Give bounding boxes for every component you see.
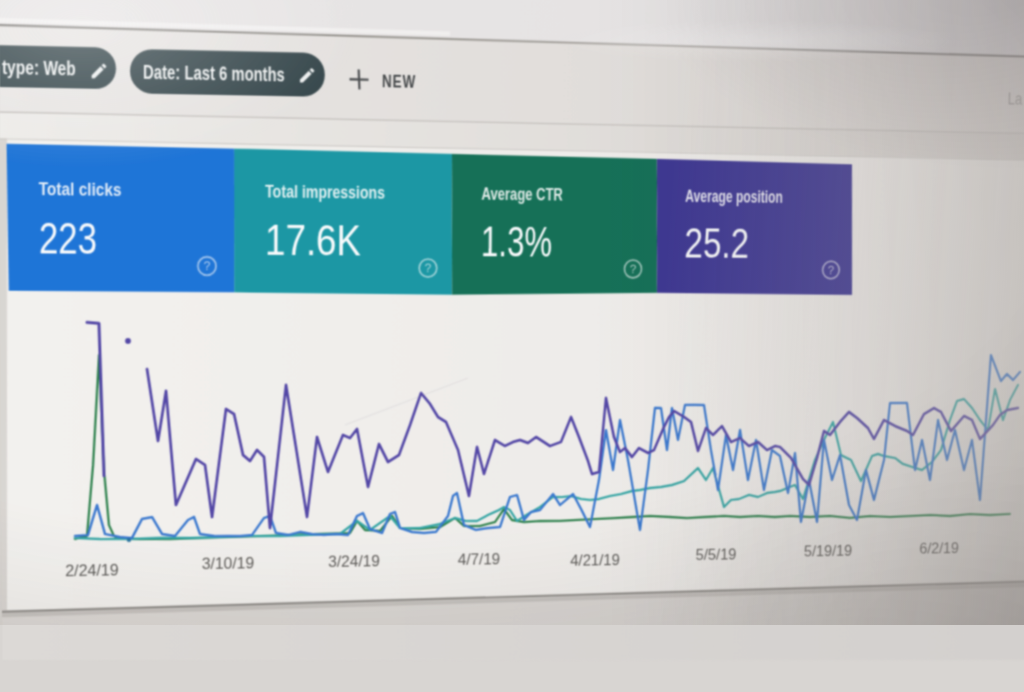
svg-text:5/19/19: 5/19/19 — [804, 542, 852, 560]
svg-text:?: ? — [630, 262, 637, 276]
svg-text:?: ? — [203, 258, 210, 273]
svg-text:?: ? — [828, 263, 835, 277]
svg-text:1.3%: 1.3% — [481, 219, 553, 266]
svg-text:6/2/19: 6/2/19 — [919, 540, 959, 558]
svg-text:Average position: Average position — [685, 186, 783, 207]
svg-text:3/10/19: 3/10/19 — [202, 554, 254, 573]
svg-text:?: ? — [425, 261, 432, 275]
svg-text:4/7/19: 4/7/19 — [458, 550, 500, 568]
svg-text:La: La — [1007, 90, 1022, 110]
svg-text:2/24/19: 2/24/19 — [65, 561, 119, 580]
svg-text:5/5/19: 5/5/19 — [695, 545, 736, 563]
svg-text:type: Web: type: Web — [2, 57, 76, 80]
svg-text:Date: Last 6 months: Date: Last 6 months — [143, 62, 285, 86]
svg-text:17.6K: 17.6K — [265, 217, 361, 265]
svg-text:NEW: NEW — [382, 72, 416, 93]
svg-text:Total clicks: Total clicks — [39, 179, 122, 201]
svg-text:Total impressions: Total impressions — [265, 181, 385, 203]
svg-text:3/24/19: 3/24/19 — [328, 552, 380, 571]
svg-text:Average CTR: Average CTR — [481, 184, 563, 205]
svg-text:25.2: 25.2 — [684, 221, 749, 267]
svg-text:223: 223 — [39, 215, 97, 264]
svg-text:4/21/19: 4/21/19 — [570, 551, 620, 569]
